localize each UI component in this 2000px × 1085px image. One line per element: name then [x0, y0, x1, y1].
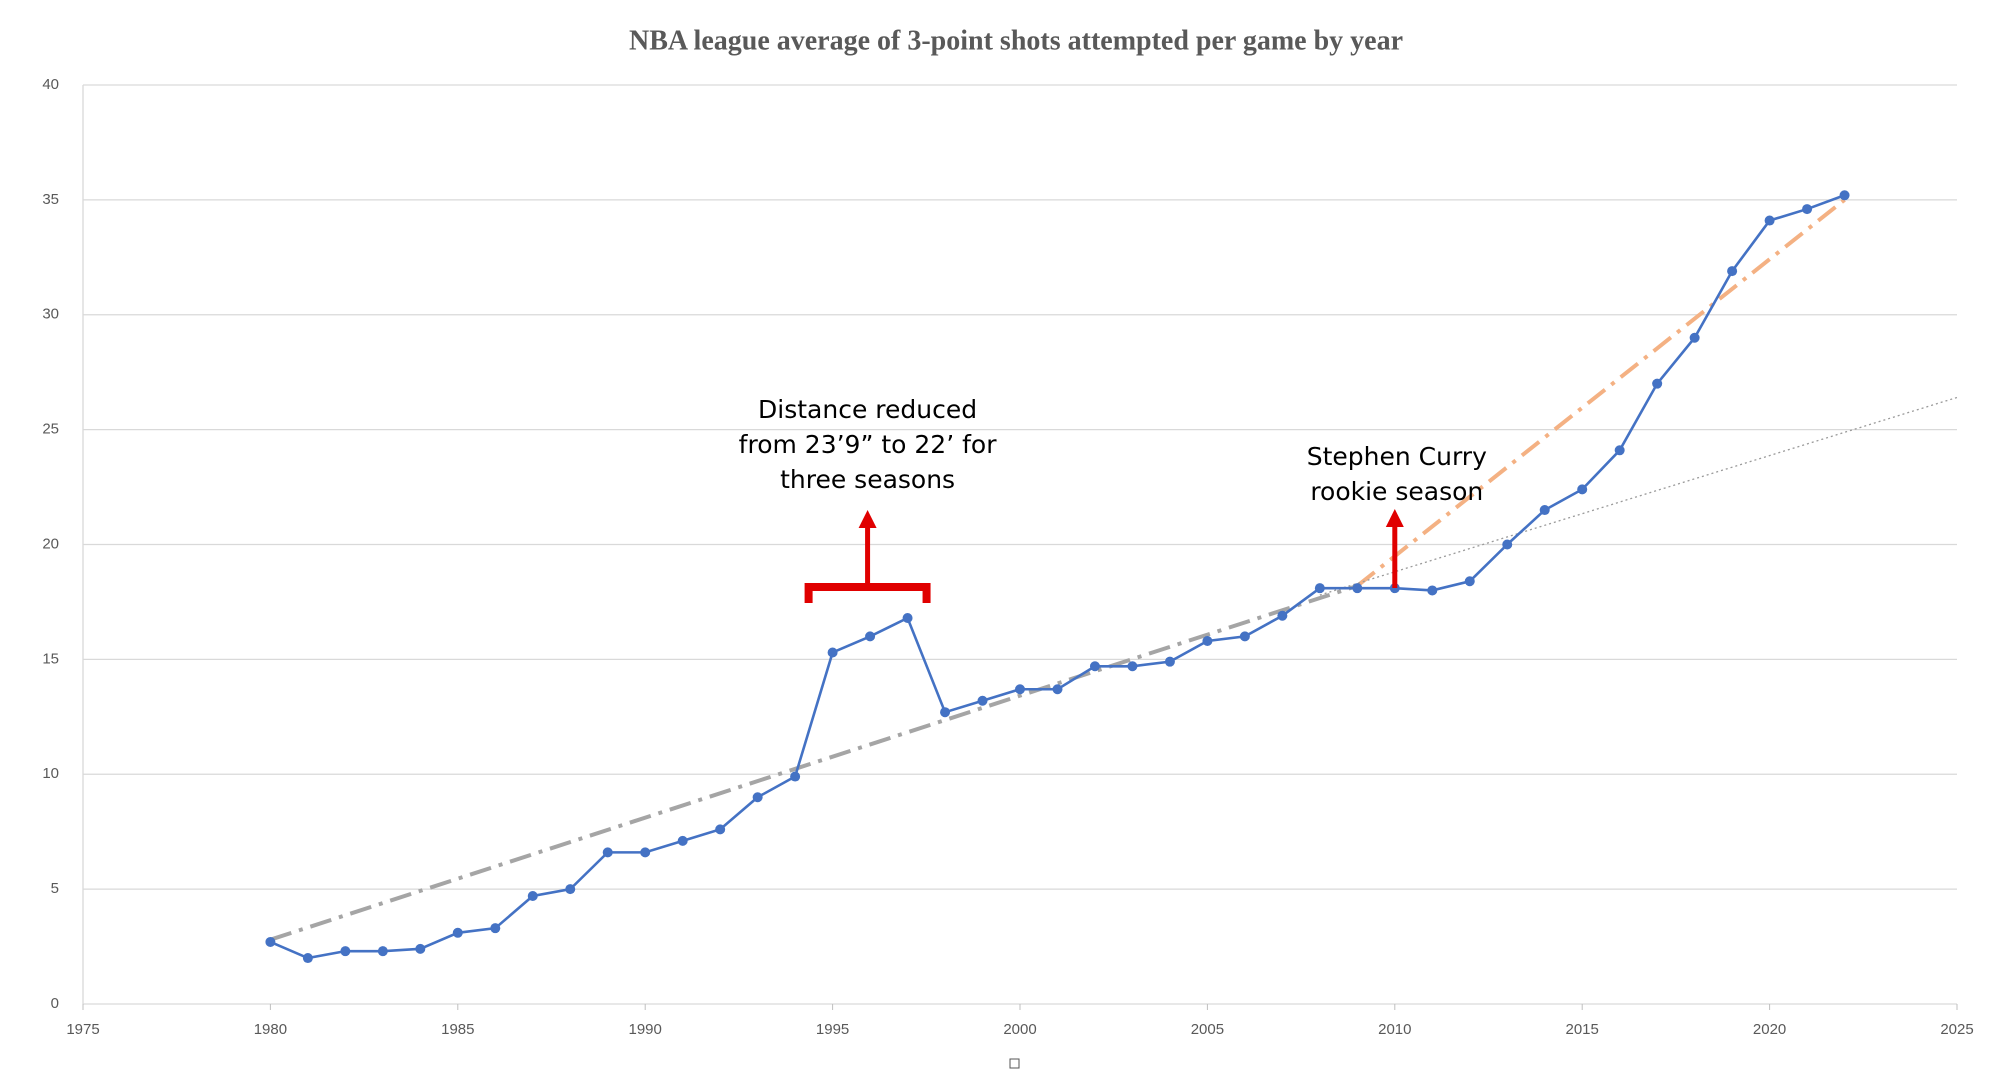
data-point [1839, 190, 1850, 201]
y-tick-label: 35 [42, 191, 59, 208]
data-line [269, 194, 1846, 960]
x-tick-label: 1980 [254, 1021, 287, 1038]
y-tick-label: 5 [51, 880, 59, 897]
y-tick-label: 40 [42, 76, 59, 93]
data-point [415, 943, 426, 954]
y-tick-label: 20 [42, 535, 59, 552]
x-tick-label: 2000 [1003, 1021, 1036, 1038]
y-tick-label: 10 [42, 765, 59, 782]
data-point [640, 847, 651, 858]
arrow-head [858, 510, 877, 528]
icon [1009, 1058, 1020, 1069]
x-tick-label: 1995 [816, 1021, 849, 1038]
data-point [565, 884, 576, 895]
data-point [1539, 505, 1550, 516]
data-point [1727, 266, 1738, 277]
data-point [1164, 656, 1175, 667]
data-point [377, 946, 388, 957]
data-point [1202, 635, 1213, 646]
data-point [1802, 204, 1813, 215]
bracket [804, 583, 931, 603]
data-point [1689, 332, 1700, 343]
trend-line [1319, 396, 1958, 596]
data-point [677, 835, 688, 846]
data-point [1764, 215, 1775, 226]
annotation: Stephen Curry [1307, 442, 1487, 471]
y-tick-label: 30 [42, 306, 59, 323]
data-point [1577, 484, 1588, 495]
data-point [1127, 661, 1138, 672]
annotation: Distance reduced [758, 395, 977, 424]
x-tick-label: 2010 [1378, 1021, 1411, 1038]
data-point [340, 946, 351, 957]
data-point [940, 707, 951, 718]
data-point [790, 771, 801, 782]
data-point [977, 695, 988, 706]
data-point [1239, 631, 1250, 642]
data-point [1277, 610, 1288, 621]
data-point [527, 891, 538, 902]
annotation: three seasons [780, 465, 955, 494]
data-point [1052, 684, 1063, 695]
data-point [490, 923, 501, 934]
data-point [1652, 378, 1663, 389]
data-point [1314, 583, 1325, 594]
data-point [1464, 576, 1475, 587]
data-point [1015, 684, 1025, 695]
x-tick-label: 2020 [1753, 1021, 1786, 1038]
data-point [302, 953, 313, 964]
trend-line [1356, 198, 1846, 588]
x-tick-label: 1985 [441, 1021, 474, 1038]
y-tick-label: 15 [42, 650, 59, 667]
data-point [827, 647, 838, 658]
data-point [452, 927, 463, 938]
x-tick-label: 2015 [1566, 1021, 1599, 1038]
data-point [1427, 585, 1438, 596]
data-point [902, 613, 913, 624]
annotation: from 23’9” to 22’ for [739, 430, 998, 459]
arrow-head [1385, 509, 1404, 527]
data-point [1352, 583, 1363, 594]
x-tick-label: 2025 [1940, 1021, 1973, 1038]
annotation: rookie season [1310, 477, 1483, 506]
trend-line [269, 583, 1358, 942]
data-point [715, 824, 726, 835]
data-point [602, 847, 613, 858]
data-point [752, 792, 763, 803]
data-point [1614, 445, 1625, 456]
data-point [1502, 539, 1513, 550]
data-point [865, 631, 876, 642]
y-tick-label: 0 [51, 995, 59, 1012]
data-point [1089, 661, 1100, 672]
x-tick-label: 1990 [629, 1021, 662, 1038]
chart-title: NBA league average of 3-point shots atte… [629, 25, 1403, 56]
data-point [265, 936, 276, 947]
y-tick-label: 25 [42, 421, 59, 438]
x-tick-label: 1975 [66, 1021, 99, 1038]
x-tick-label: 2005 [1191, 1021, 1224, 1038]
